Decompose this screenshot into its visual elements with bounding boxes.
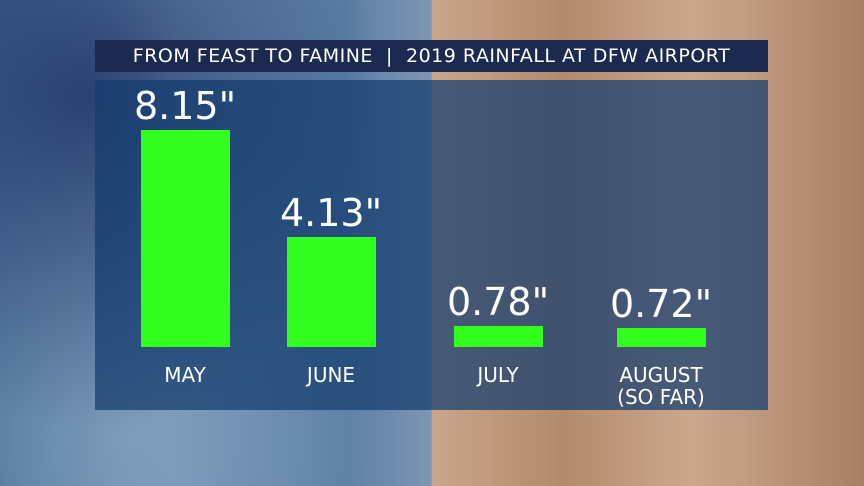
chart-title: FROM FEAST TO FAMINE | 2019 RAINFALL AT …	[95, 40, 768, 72]
x-tick-label: JUNE	[306, 363, 356, 387]
value-label: 0.72"	[609, 281, 713, 326]
bar	[616, 327, 706, 347]
value-label: 8.15"	[133, 84, 237, 129]
x-tick-label: AUGUST (SO FAR)	[617, 363, 705, 409]
bar	[453, 326, 543, 347]
bar	[286, 237, 376, 347]
bar	[140, 130, 230, 347]
value-label: 4.13"	[279, 191, 383, 236]
x-tick-label: JULY	[477, 363, 519, 387]
value-label: 0.78"	[446, 280, 550, 325]
x-tick-label: MAY	[164, 363, 206, 387]
